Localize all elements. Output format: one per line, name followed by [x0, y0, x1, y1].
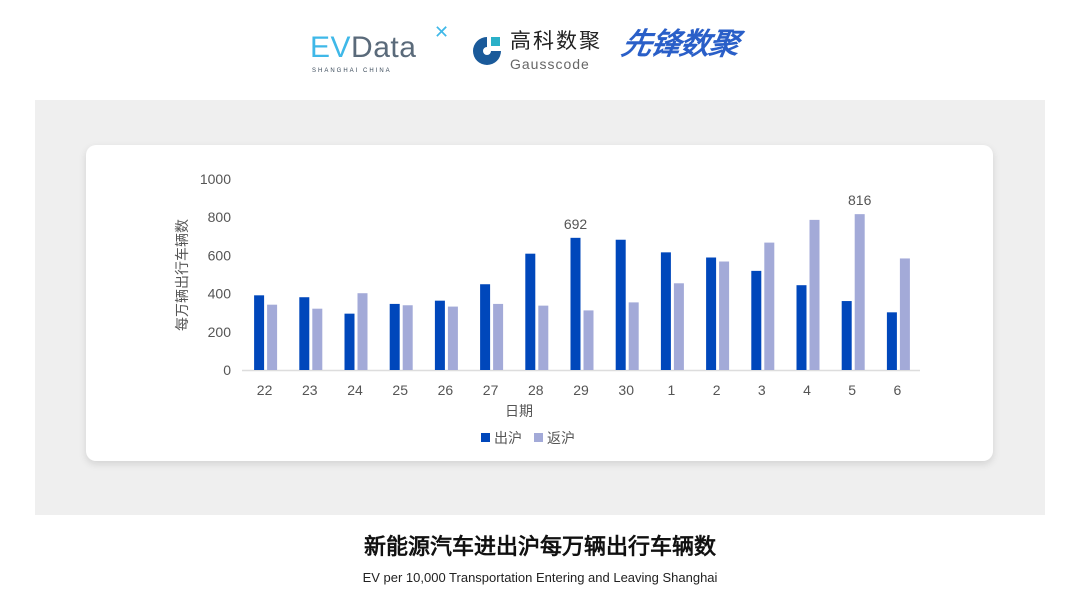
bar-back [538, 305, 549, 370]
bar-back [402, 305, 413, 370]
x-tick-label: 4 [803, 382, 811, 398]
evdata-logo-subtitle: SHANGHAI CHINA [312, 68, 392, 74]
bar-back [764, 242, 775, 370]
gausscode-logo-icon [473, 37, 501, 65]
x-tick-label: 5 [848, 382, 856, 398]
legend-label-back: 返沪 [547, 430, 575, 446]
bar-back [583, 310, 594, 370]
x-tick-label: 24 [347, 382, 363, 398]
y-tick-label: 1000 [200, 171, 231, 187]
x-tick-label: 25 [392, 382, 408, 398]
legend-swatch-back [534, 433, 543, 442]
bar-back [899, 258, 910, 370]
x-tick-label: 1 [668, 382, 676, 398]
bar-back [493, 303, 504, 370]
x-tick-label: 29 [573, 382, 589, 398]
bar-back [447, 306, 458, 370]
caption-subtitle: EV per 10,000 Transportation Entering an… [362, 570, 718, 585]
bar-out [299, 297, 310, 370]
bar-out [660, 252, 671, 370]
x-tick-label: 30 [618, 382, 634, 398]
bar-out [886, 312, 897, 370]
gausscode-logo-cn: 高科数聚 [510, 30, 602, 53]
data-label: 816 [848, 192, 872, 208]
y-tick-label: 600 [208, 247, 232, 263]
gausscode-logo-en: Gausscode [510, 56, 590, 72]
x-tick-label: 3 [758, 382, 766, 398]
bar-out [841, 301, 852, 370]
bar-out [434, 300, 445, 370]
bar-back [673, 283, 684, 370]
x-tick-label: 22 [257, 382, 273, 398]
x-axis-label: 日期 [505, 403, 533, 419]
bar-back [628, 302, 639, 370]
caption-title: 新能源汽车进出沪每万辆出行车辆数 [363, 535, 716, 560]
bar-back [809, 219, 820, 370]
bar-back [312, 308, 323, 370]
bar-back [357, 293, 368, 370]
x-tick-label: 26 [438, 382, 454, 398]
legend-label-out: 出沪 [494, 430, 522, 446]
x-tick-label: 27 [483, 382, 499, 398]
logo-bar: EVData ✕ SHANGHAI CHINA 高科数聚 Gausscode 先锋… [0, 22, 1080, 74]
bar-out [525, 253, 536, 370]
bar-out [254, 295, 265, 370]
bar-out [570, 237, 581, 370]
bar-out [615, 239, 626, 370]
x-tick-label: 2 [713, 382, 721, 398]
data-label: 692 [564, 216, 588, 232]
evdata-logo: EVData ✕ [310, 22, 450, 64]
y-tick-label: 200 [208, 324, 232, 340]
bar-back [719, 261, 730, 370]
bar-out [706, 257, 717, 370]
legend: 出沪 返沪 [481, 430, 575, 446]
legend-swatch-out [481, 433, 490, 442]
y-tick-label: 800 [208, 209, 232, 225]
bar-out [344, 313, 355, 370]
bar-out [480, 284, 491, 370]
y-tick-label: 400 [208, 286, 232, 302]
x-tick-label: 6 [894, 382, 902, 398]
y-axis-label: 每万辆出行车辆数 [174, 219, 190, 331]
bar-back [854, 214, 865, 370]
bar-back [267, 304, 278, 370]
bar-out [751, 270, 762, 370]
x-tick-label: 28 [528, 382, 544, 398]
y-tick-label: 0 [223, 362, 231, 378]
bar-out [796, 285, 807, 370]
x-tick-label: 23 [302, 382, 318, 398]
bar-out [389, 303, 400, 370]
